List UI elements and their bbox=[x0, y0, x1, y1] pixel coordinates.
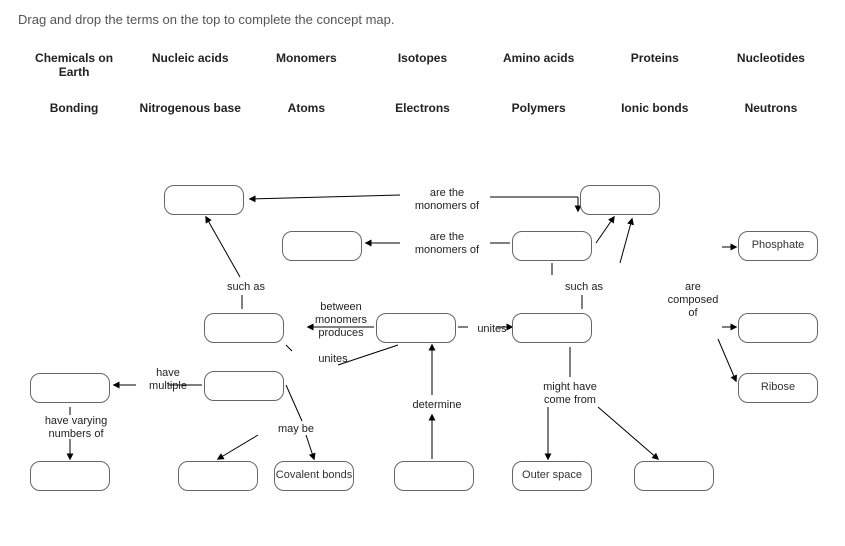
relation-label: unites bbox=[467, 323, 517, 336]
connector-line bbox=[598, 407, 658, 459]
draggable-term[interactable]: Nucleic acids bbox=[134, 51, 246, 79]
connector-line bbox=[718, 339, 736, 381]
drop-slot[interactable]: Phosphate bbox=[738, 231, 818, 261]
drop-slot[interactable] bbox=[282, 231, 362, 261]
draggable-term[interactable]: Amino acids bbox=[483, 51, 595, 79]
draggable-term[interactable]: Chemicals on Earth bbox=[18, 51, 130, 79]
draggable-term[interactable]: Proteins bbox=[599, 51, 711, 79]
connector-line bbox=[218, 435, 258, 459]
draggable-term[interactable]: Nitrogenous base bbox=[134, 101, 246, 115]
connector-line bbox=[286, 385, 302, 421]
draggable-term[interactable]: Polymers bbox=[483, 101, 595, 115]
drop-slot[interactable] bbox=[164, 185, 244, 215]
drop-slot[interactable] bbox=[30, 373, 110, 403]
drop-slot[interactable] bbox=[30, 461, 110, 491]
draggable-term[interactable]: Monomers bbox=[250, 51, 362, 79]
relation-label: may be bbox=[266, 423, 326, 436]
concept-map: Phosphate Ribose Covalent bonds Outer space… bbox=[18, 175, 828, 505]
relation-label: such as bbox=[554, 281, 614, 294]
drop-slot[interactable] bbox=[204, 313, 284, 343]
relation-label: might have come from bbox=[528, 381, 612, 407]
relation-label: determine bbox=[402, 399, 472, 412]
connector-line bbox=[206, 217, 240, 277]
connector-line bbox=[306, 435, 314, 459]
relation-label: are composed of bbox=[658, 281, 728, 321]
relation-label: unites bbox=[308, 353, 358, 366]
relation-label: have varying numbers of bbox=[34, 415, 118, 441]
draggable-term[interactable]: Bonding bbox=[18, 101, 130, 115]
connector-line bbox=[596, 217, 614, 243]
drop-slot[interactable] bbox=[376, 313, 456, 343]
drop-slot[interactable] bbox=[738, 313, 818, 343]
drop-slot[interactable] bbox=[512, 231, 592, 261]
relation-label: such as bbox=[216, 281, 276, 294]
connector-line bbox=[250, 195, 400, 199]
drop-slot[interactable] bbox=[512, 313, 592, 343]
connector-line bbox=[286, 345, 292, 351]
draggable-term[interactable]: Atoms bbox=[250, 101, 362, 115]
drop-slot[interactable] bbox=[580, 185, 660, 215]
instruction-text: Drag and drop the terms on the top to co… bbox=[18, 12, 827, 27]
drop-slot[interactable] bbox=[204, 371, 284, 401]
draggable-term[interactable]: Nucleotides bbox=[715, 51, 827, 79]
drop-slot[interactable]: Outer space bbox=[512, 461, 592, 491]
draggable-term[interactable]: Ionic bonds bbox=[599, 101, 711, 115]
drop-slot[interactable] bbox=[634, 461, 714, 491]
relation-label: between monomers produces bbox=[306, 301, 376, 341]
drop-slot[interactable] bbox=[178, 461, 258, 491]
relation-label: are the monomers of bbox=[402, 231, 492, 257]
draggable-term[interactable]: Isotopes bbox=[366, 51, 478, 79]
drop-slot[interactable] bbox=[394, 461, 474, 491]
relation-label: have multiple bbox=[138, 367, 198, 393]
relation-label: are the monomers of bbox=[402, 187, 492, 213]
drop-slot[interactable]: Ribose bbox=[738, 373, 818, 403]
connector-line bbox=[620, 219, 632, 263]
drop-slot[interactable]: Covalent bonds bbox=[274, 461, 354, 491]
draggable-term[interactable]: Neutrons bbox=[715, 101, 827, 115]
draggable-term[interactable]: Electrons bbox=[366, 101, 478, 115]
term-bank: Chemicals on EarthNucleic acidsMonomersI… bbox=[18, 51, 827, 115]
